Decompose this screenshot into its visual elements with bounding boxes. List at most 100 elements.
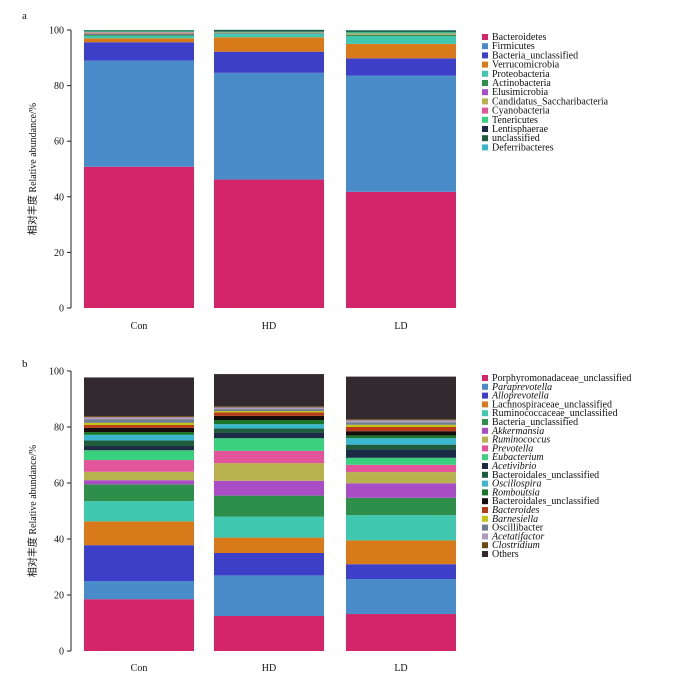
panel-b-legend-swatch (482, 524, 488, 531)
panel-a-bar-ld-segment-12 (346, 30, 456, 31)
panel-a-bar-ld-segment-11 (346, 30, 456, 32)
panel-b-bar-ld-segment-16 (346, 424, 456, 427)
panel-a-bar-hd-segment-10 (214, 31, 324, 32)
panel-a-legend-label: Deferribacteres (492, 142, 554, 153)
panel-b-bar-hd-segment-20 (214, 374, 324, 407)
panel-b-legend-label: Oscillospira (492, 479, 541, 490)
panel-a-legend-label: Actinobacteria (492, 78, 551, 89)
panel-a-legend-swatch (482, 116, 488, 123)
panel-a-bar-con-segment-9 (84, 31, 194, 33)
panel-b-bar-hd-segment-17 (214, 409, 324, 412)
panel-b-bar-con-segment-17 (84, 419, 194, 423)
panel-b-legend-swatch (482, 533, 488, 540)
panel-b-legend-swatch (482, 410, 488, 417)
panel-b-bar-con-segment-12 (84, 434, 194, 441)
panel-a-letter: a (22, 10, 27, 22)
panel-b-bar-hd-segment-18 (214, 407, 324, 410)
panel-b-bar-ld-segment-1 (346, 579, 456, 615)
panel-b-bar-con-segment-0 (84, 599, 194, 651)
panel-b-bar-con-segment-9 (84, 450, 194, 461)
panel-b-bar-con-segment-14 (84, 427, 194, 433)
panel-b-y-axis-title: 相对丰度 Relative abundance/% (26, 445, 39, 577)
panel-a-y-tick-label: 80 (54, 81, 64, 92)
panel-b-legend-swatch (482, 507, 488, 513)
panel-b-legend-swatch (482, 489, 488, 496)
panel-a-legend-swatch (482, 34, 488, 40)
panel-b-legend-swatch (482, 392, 488, 399)
panel-b-bar-ld-segment-19 (346, 419, 456, 421)
panel-a-bar-hd-segment-0 (214, 179, 324, 308)
panel-b-bar-hd-segment-13 (214, 420, 324, 425)
panel-b-legend-label: Ruminococcaceae_unclassified (492, 408, 618, 419)
panel-b-bar-ld-segment-8 (346, 464, 456, 473)
panel-b-legend-label: Bacteroides (492, 505, 540, 516)
panel-b-bar-hd-segment-0 (214, 616, 324, 651)
panel-a-bar-con-segment-2 (84, 42, 194, 61)
panel-b-x-tick-label-con: Con (131, 663, 148, 674)
panel-b-legend-label: Bacteroidales_unclassified (492, 470, 599, 481)
panel-b-legend-label: Barnesiella (492, 514, 538, 525)
panel-b-bar-con-segment-13 (84, 432, 194, 435)
panel-a-legend-swatch (482, 144, 488, 151)
panel-b-bar-ld-segment-4 (346, 515, 456, 541)
panel-b-legend-swatch (482, 454, 488, 461)
panel-b-y-tick-label: 0 (59, 647, 64, 658)
panel-a-y-tick-label: 20 (54, 248, 64, 259)
panel-a-x-tick-label-ld: LD (394, 321, 407, 332)
panel-b-bar-hd-segment-3 (214, 537, 324, 553)
panel-b-bar-con-segment-16 (84, 422, 194, 426)
panel-a-bar-hd-segment-3 (214, 37, 324, 52)
panel-a-y-tick-label: 40 (54, 192, 64, 203)
panel-a-legend-label: Bacteroidetes (492, 32, 547, 43)
panel-b-bar-hd-segment-19 (214, 406, 324, 408)
panel-b-legend-swatch (482, 551, 488, 557)
panel-b-bar-con-segment-1 (84, 581, 194, 600)
panel-b-y-tick-label: 60 (54, 479, 64, 490)
panel-b-legend-label: Bacteria_unclassified (492, 417, 578, 428)
panel-a-bar-hd-segment-1 (214, 72, 324, 180)
panel-b-legend-swatch (482, 401, 488, 408)
panel-b-bar-con-segment-7 (84, 471, 194, 481)
panel-b-y-tick-label: 80 (54, 423, 64, 434)
panel-b-legend-label: Ruminococcus (491, 435, 550, 446)
panel-a-bar-hd-segment-11 (214, 30, 324, 32)
panel-b-bar-con-segment-6 (84, 480, 194, 485)
panel-a-legend-label: unclassified (492, 133, 540, 144)
panel-a-legend-swatch (482, 126, 488, 132)
panel-b-legend-swatch (482, 427, 488, 434)
panel-b-bar-con-segment-3 (84, 521, 194, 546)
panel-b-y-tick-label: 20 (54, 591, 64, 602)
panel-b-legend-label: Akkermansia (491, 426, 544, 437)
panel-b-bar-ld-segment-11 (346, 444, 456, 450)
panel-b-bar-hd-segment-8 (214, 450, 324, 464)
panel-a-bar-hd-segment-4 (214, 33, 324, 38)
panel-b-y-tick-label: 40 (54, 535, 64, 546)
panel-b-bar-ld-segment-18 (346, 420, 456, 423)
panel-b-bar-hd-segment-12 (214, 424, 324, 429)
panel-a-x-tick-label-hd: HD (262, 321, 276, 332)
panel-a-bar-con-segment-6 (84, 33, 194, 35)
panel-a-legend-label: Lentisphaerae (492, 124, 549, 135)
panel-a-legend-label: Tenericutes (492, 115, 538, 126)
panel-b-bar-ld-segment-15 (346, 427, 456, 432)
panel-a-bar-ld-segment-3 (346, 43, 456, 59)
panel-b-legend-label: Others (492, 549, 519, 560)
panel-a-legend-swatch (482, 52, 488, 59)
panel-b-legend-swatch (482, 498, 488, 505)
panel-a-bar-con-segment-0 (84, 166, 194, 308)
panel-a-bar-ld-segment-4 (346, 36, 456, 44)
panel-b-bar-hd-segment-10 (214, 432, 324, 439)
panel-b-bar-hd-segment-4 (214, 516, 324, 538)
panel-a-bar-ld-segment-5 (346, 35, 456, 37)
panel-a-legend-swatch (482, 80, 488, 86)
panel-b-legend-swatch (482, 542, 488, 549)
panel-b-bar-hd-segment-14 (214, 415, 324, 420)
panel-b-bar-hd-segment-11 (214, 428, 324, 433)
panel-a-x-tick-label-con: Con (131, 321, 148, 332)
panel-b-bar-ld-segment-14 (346, 431, 456, 436)
panel-b-bar-hd-segment-7 (214, 463, 324, 481)
panel-b-bar-con-segment-5 (84, 484, 194, 502)
panel-b-bar-ld-segment-3 (346, 540, 456, 565)
panel-a-bar-hd-segment-9 (214, 31, 324, 33)
panel-b-bar-con-segment-2 (84, 545, 194, 581)
